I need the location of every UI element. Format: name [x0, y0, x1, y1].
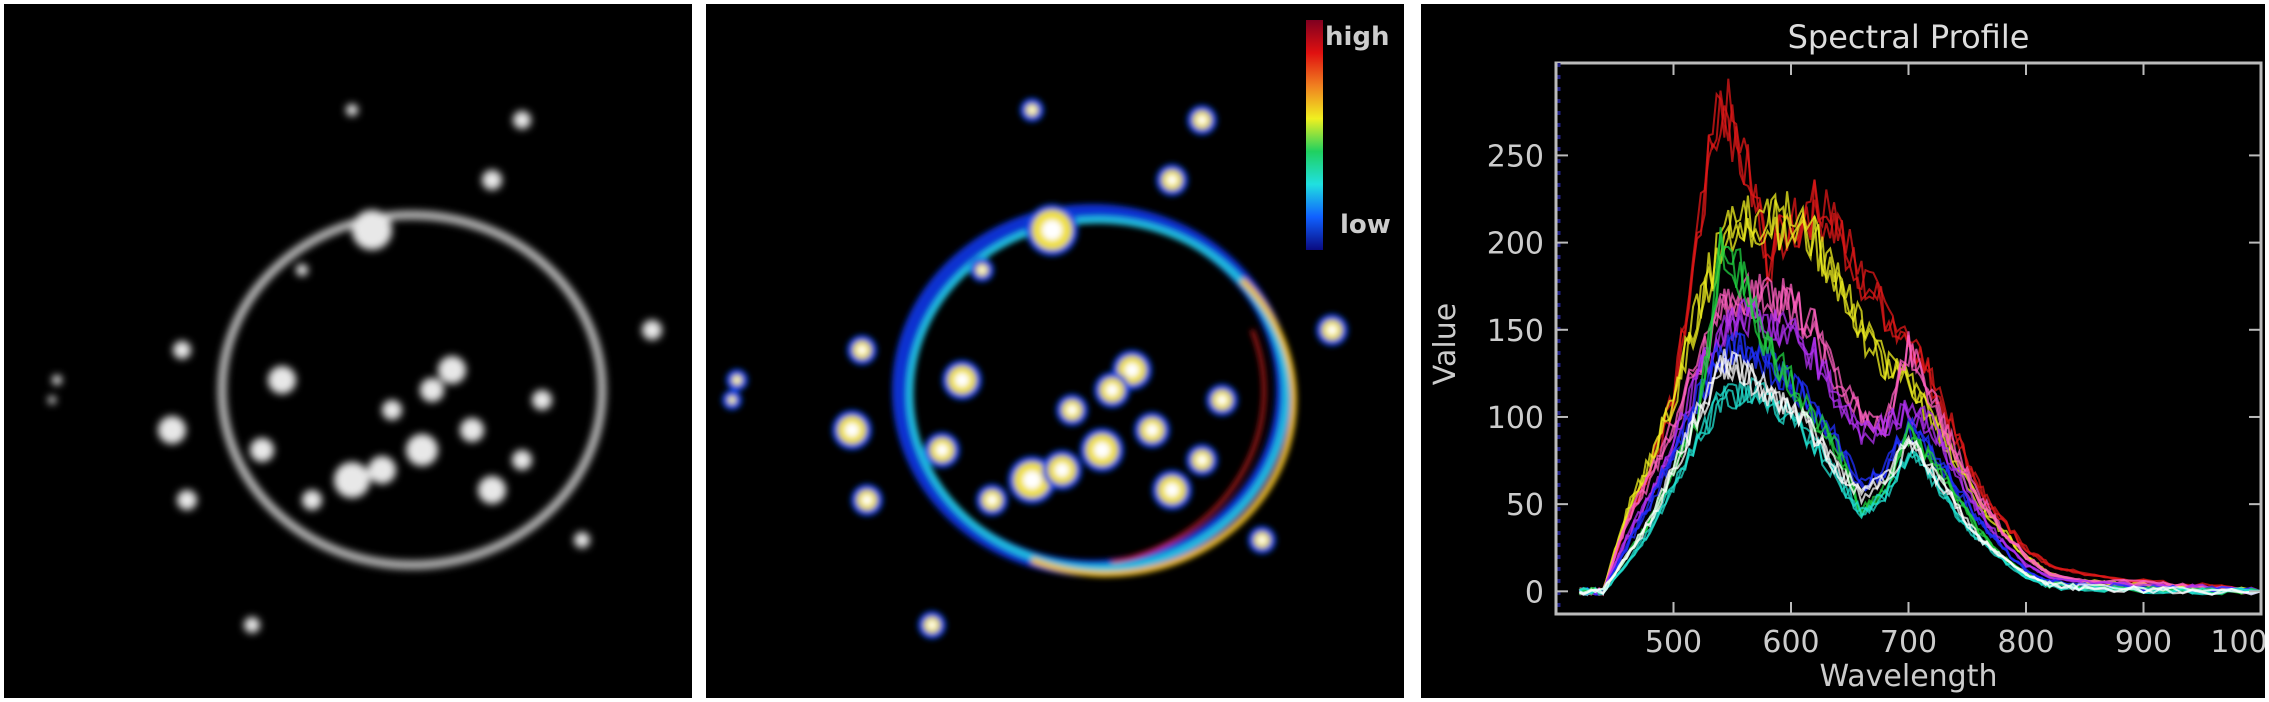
spot	[244, 617, 260, 633]
series-line-7	[1578, 354, 2262, 596]
spot	[460, 418, 484, 442]
series-line-2	[1579, 276, 2262, 597]
spot	[512, 450, 532, 470]
y-tick-label: 0	[1525, 575, 1544, 610]
spot	[478, 476, 506, 504]
spot-core	[1094, 442, 1110, 458]
series-line-3	[1578, 299, 2262, 596]
x-tick-label: 700	[1880, 625, 1937, 660]
spot-core	[1165, 483, 1179, 497]
spot-core	[1197, 455, 1207, 465]
spot	[574, 532, 590, 548]
series-line-7	[1579, 350, 2262, 596]
x-tick-label: 100	[2210, 625, 2265, 660]
spot	[352, 210, 392, 250]
x-axis-label: Wavelength	[1820, 659, 1998, 694]
y-tick-label: 150	[1487, 314, 1544, 349]
spot	[642, 320, 662, 340]
spot	[482, 170, 502, 190]
spot	[296, 264, 308, 276]
spot	[158, 416, 186, 444]
grayscale-microscopy-image	[4, 4, 692, 698]
spot	[334, 462, 370, 498]
spot	[302, 490, 322, 510]
spot-core	[979, 267, 985, 273]
y-axis-label: Value	[1428, 303, 1463, 385]
spot	[173, 341, 191, 359]
cell-membrane-peak	[1111, 329, 1266, 564]
spot-core	[1258, 536, 1266, 544]
x-tick-label: 800	[1997, 625, 2054, 660]
spectral-profile-chart: Spectral Profile 500 600 700 800 900 100 0 50 100…	[1421, 4, 2265, 698]
spot	[268, 366, 296, 394]
spot	[346, 104, 358, 116]
y-tick-label: 50	[1506, 488, 1544, 523]
heatmap-microscopy-image	[706, 4, 1404, 698]
heatmap-cell-drawing	[722, 20, 1348, 639]
spot-core	[1067, 405, 1077, 415]
spot-core	[1197, 115, 1207, 125]
spot	[406, 434, 438, 466]
spot-core	[1125, 363, 1139, 377]
spot-core	[936, 444, 948, 456]
cell-membrane-mid	[906, 216, 1290, 572]
x-tick-label: 500	[1645, 625, 1702, 660]
spot	[48, 396, 56, 404]
spot	[513, 111, 531, 129]
chart-title: Spectral Profile	[1788, 18, 2030, 56]
spot-core	[987, 495, 997, 505]
x-tick-label: 600	[1762, 625, 1819, 660]
spot-core	[928, 621, 936, 629]
spot-core	[1042, 220, 1062, 240]
colorbar	[1306, 20, 1323, 250]
x-tick-label: 900	[2115, 625, 2172, 660]
series-line-1	[1578, 191, 2262, 596]
colorbar-high-label: high	[1325, 22, 1390, 52]
spot-core	[1217, 395, 1227, 405]
series-line-4	[1579, 330, 2262, 596]
spot-core	[734, 377, 740, 383]
spot	[420, 378, 444, 402]
cell-membrane	[218, 211, 606, 569]
series-line-0	[1579, 78, 2262, 597]
spot	[438, 356, 466, 384]
y-tick-label: 250	[1487, 139, 1544, 174]
spot-core	[730, 398, 734, 402]
colorbar-low-label: low	[1340, 210, 1391, 240]
spot	[52, 375, 62, 385]
cell-group	[722, 98, 1348, 639]
grayscale-cell-drawing	[48, 104, 662, 633]
spot-core	[955, 373, 969, 387]
spot-core	[1029, 107, 1035, 113]
spot	[532, 390, 552, 410]
spot-core	[862, 495, 872, 505]
y-tick-label: 200	[1487, 227, 1544, 262]
cell-group	[48, 104, 662, 633]
spot-core	[1327, 325, 1337, 335]
y-tick-label: 100	[1487, 401, 1544, 436]
spot-core	[857, 345, 867, 355]
spot	[250, 438, 274, 462]
cell-membrane-hot	[1030, 277, 1297, 577]
series-line-7	[1579, 348, 2262, 596]
spot-core	[845, 423, 859, 437]
spot	[368, 456, 396, 484]
spot	[177, 490, 197, 510]
spot-core	[1055, 463, 1069, 477]
spot-core	[1106, 384, 1118, 396]
spot-core	[1023, 471, 1041, 489]
spot-core	[1146, 424, 1158, 436]
spot	[382, 400, 402, 420]
spot-core	[1167, 175, 1177, 185]
